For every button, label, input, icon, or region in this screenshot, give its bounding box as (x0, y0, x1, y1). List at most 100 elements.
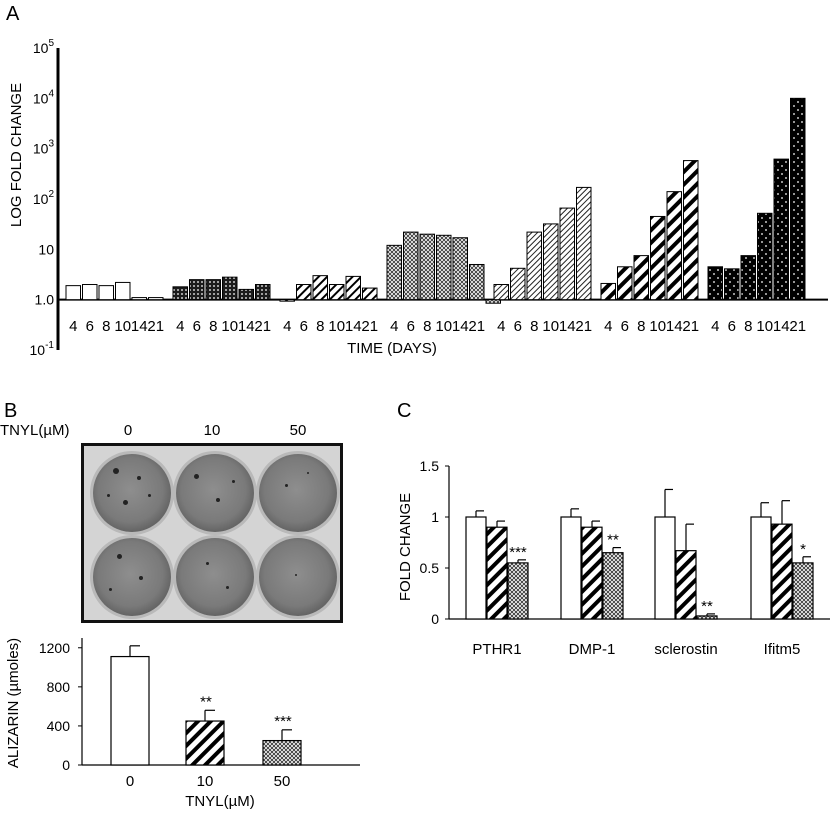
chart-b-x-axis-title: TNYL(µM) (185, 793, 254, 810)
chart-a-bar (345, 275, 361, 301)
chart-a-day-label: 4 (283, 318, 291, 335)
chart-a-day-label: 6 (407, 318, 415, 335)
chart-c-bar (602, 552, 624, 620)
chart-b-significance: ** (200, 693, 212, 710)
plate-dose-axis-label: TNYL(µM) (0, 422, 69, 439)
plate-dose-10: 10 (204, 422, 221, 439)
chart-a-bar (386, 244, 402, 301)
chart-c-bar (465, 516, 487, 620)
chart-c-category-label: Ifitm5 (764, 641, 801, 658)
chart-c-bar (792, 562, 814, 620)
chart-a-y-tick-label: 105 (33, 38, 55, 56)
chart-a-day-label: 14 (345, 318, 362, 335)
chart-a-day-label: 8 (209, 318, 217, 335)
chart-a-day-label: 14 (452, 318, 469, 335)
chart-c-bar (486, 526, 508, 620)
chart-a-bar (329, 284, 345, 301)
chart-b-bar (110, 655, 150, 766)
chart-b-category-label: 0 (126, 773, 134, 790)
chart-a-bar (757, 212, 773, 301)
chart-b-bar (262, 739, 302, 766)
chart-a-log-fold-change: LOG FOLD CHANGE TIME (DAYS) 10-11.010102… (8, 38, 828, 358)
panel-letter-a: A (6, 3, 20, 25)
plate-dose-50: 50 (290, 422, 307, 439)
panel-letter-c: C (397, 400, 411, 422)
chart-a-day-label: 21 (575, 318, 592, 335)
chart-a-day-label: 8 (102, 318, 110, 335)
chart-a-day-label: 4 (711, 318, 719, 335)
well-10-top (176, 454, 254, 532)
chart-a-day-label: 4 (604, 318, 612, 335)
chart-a-day-label: 14 (131, 318, 148, 335)
chart-a-bar (452, 237, 468, 301)
chart-a-day-label: 14 (666, 318, 683, 335)
chart-a-day-label: 4 (176, 318, 184, 335)
chart-c-significance: ** (607, 532, 619, 549)
chart-a-bar (279, 299, 295, 302)
chart-a-day-label: 21 (254, 318, 271, 335)
chart-c-bar (771, 523, 793, 620)
chart-c-bar (560, 516, 582, 620)
chart-a-bar (633, 255, 649, 301)
chart-a-bar (666, 191, 682, 301)
chart-b-y-axis-title: ALIZARIN (µmoles) (5, 638, 22, 768)
well-50-top (259, 454, 337, 532)
chart-b-category-label: 50 (274, 773, 291, 790)
chart-c-significance: *** (509, 544, 527, 561)
chart-a-bar (683, 160, 699, 301)
chart-a-bar (790, 97, 806, 301)
chart-a-day-label: 21 (682, 318, 699, 335)
chart-a-y-tick-label: 103 (33, 139, 55, 157)
chart-a-bar (296, 284, 312, 301)
chart-b-significance: *** (274, 713, 292, 730)
chart-b-y-tick-label: 400 (47, 718, 71, 734)
chart-a-day-label: 8 (637, 318, 645, 335)
chart-a-y-axis-title: LOG FOLD CHANGE (8, 83, 25, 227)
chart-a-bar (312, 275, 328, 301)
chart-c-bar (581, 526, 603, 620)
chart-a-day-label: 10 (542, 318, 559, 335)
chart-b-y-tick-label: 1200 (39, 640, 70, 656)
chart-a-bar (148, 297, 164, 301)
chart-a-day-label: 21 (147, 318, 164, 335)
chart-a-bar (82, 284, 98, 301)
chart-a-day-label: 6 (514, 318, 522, 335)
chart-a-bar (773, 158, 789, 301)
chart-c-y-tick-label: 0.5 (420, 560, 440, 576)
chart-c-y-tick-label: 0 (431, 611, 439, 627)
chart-a-day-label: 6 (86, 318, 94, 335)
chart-a-x-axis-title: TIME (DAYS) (347, 340, 437, 357)
chart-a-day-label: 6 (300, 318, 308, 335)
chart-a-day-label: 6 (193, 318, 201, 335)
chart-a-day-label: 8 (744, 318, 752, 335)
chart-b-y-tick-label: 0 (62, 757, 70, 773)
chart-a-y-tick-label: 102 (33, 189, 55, 207)
chart-a-bar (707, 266, 723, 301)
chart-a-day-label: 14 (773, 318, 790, 335)
chart-a-bar (238, 288, 254, 301)
chart-a-y-tick-label: 104 (33, 88, 55, 106)
chart-a-bar (559, 207, 575, 301)
chart-a-bar (600, 282, 616, 301)
chart-a-bar (469, 263, 485, 301)
chart-a-bar (205, 279, 221, 301)
chart-b-y-tick-label: 800 (47, 679, 71, 695)
chart-a-day-label: 4 (69, 318, 77, 335)
chart-a-bar (65, 285, 81, 301)
chart-a-bar (222, 276, 238, 301)
chart-a-bar (131, 297, 147, 301)
chart-a-bar (419, 233, 435, 301)
plate-dose-0: 0 (124, 422, 132, 439)
chart-a-day-label: 8 (530, 318, 538, 335)
chart-a-day-label: 21 (361, 318, 378, 335)
chart-c-y-tick-label: 1.5 (420, 458, 440, 474)
chart-a-bar (436, 234, 452, 301)
chart-a-day-label: 8 (316, 318, 324, 335)
chart-a-day-label: 10 (221, 318, 238, 335)
chart-a-bar (617, 266, 633, 301)
chart-a-day-label: 10 (114, 318, 131, 335)
chart-a-bar (115, 281, 131, 301)
chart-c-significance: ** (701, 598, 713, 615)
chart-c-category-label: PTHR1 (472, 641, 521, 658)
chart-c-y-axis-title: FOLD CHANGE (397, 493, 414, 601)
